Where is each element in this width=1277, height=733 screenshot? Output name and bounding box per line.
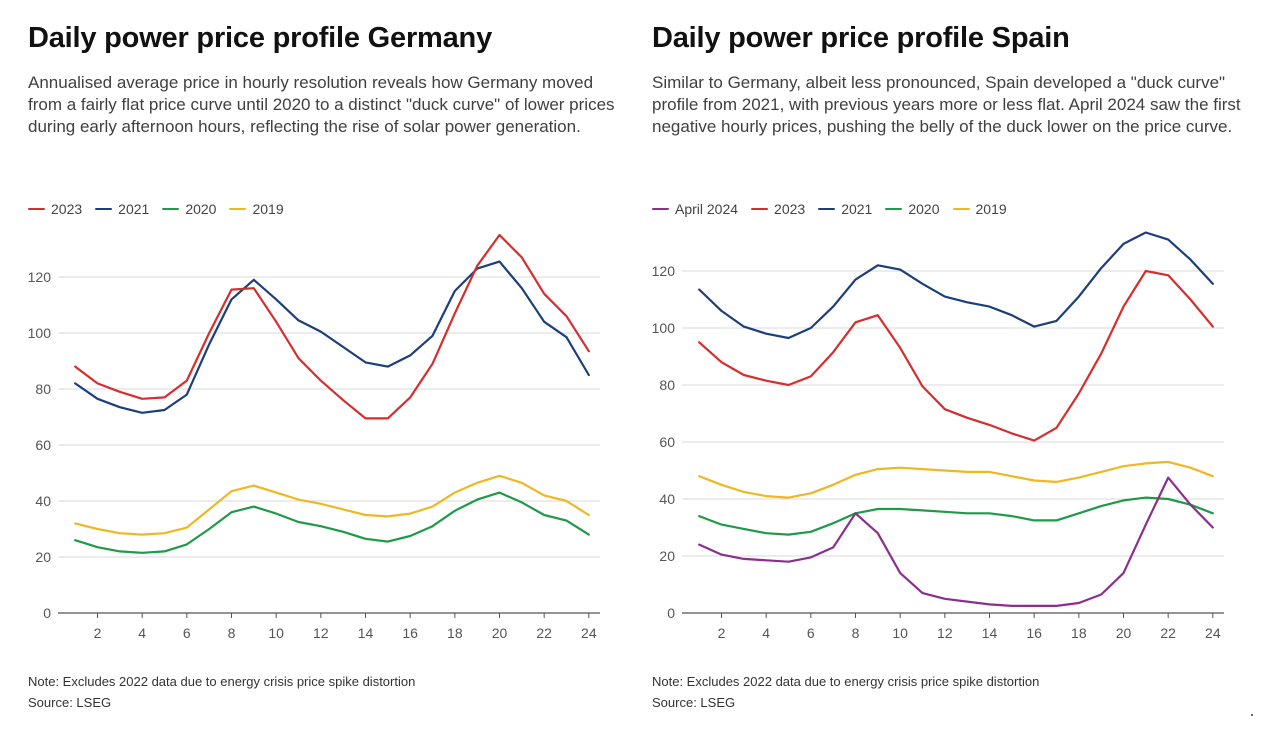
y-tick-label: 20 [35,549,51,565]
y-tick-label: 40 [35,493,51,509]
y-tick-label: 100 [652,320,676,336]
x-tick-label: 10 [268,625,284,641]
legend-swatch [229,207,247,211]
legend-item: 2019 [952,201,1007,217]
legend-label: 2019 [975,201,1007,217]
y-tick-label: 60 [659,434,675,450]
x-tick-label: 18 [447,625,463,641]
legend-item: 2020 [885,201,940,217]
series-line-2021 [74,260,590,414]
legend-item: April 2024 [652,201,738,217]
y-tick-label: 0 [43,605,51,621]
chart-footnote: Note: Excludes 2022 data due to energy c… [28,671,415,713]
series-line-2021 [698,231,1214,340]
chart-title: Daily power price profile Germany [28,22,492,54]
footnote-source: Source: LSEG [652,695,736,710]
x-tick-label: 2 [94,625,102,641]
x-tick-label: 4 [138,625,146,641]
x-tick-label: 10 [892,625,908,641]
legend-label: 2023 [51,201,83,217]
y-tick-label: 80 [35,381,51,397]
x-tick-label: 8 [228,625,236,641]
x-tick-label: 18 [1071,625,1087,641]
chart-legend: April 2024 2023 2021 2020 2019 [652,201,1007,217]
legend-item: 2019 [229,201,284,217]
legend-label: 2023 [774,201,806,217]
series-line-2020 [698,496,1214,536]
x-tick-label: 20 [492,625,508,641]
legend-label: April 2024 [675,201,739,217]
footnote-note: Note: Excludes 2022 data due to energy c… [652,674,1040,689]
corner-mark [1251,714,1253,716]
legend-label: 2021 [118,201,150,217]
legend-label: 2019 [252,201,284,217]
series-line-2023 [698,269,1214,442]
x-tick-label: 16 [1026,625,1042,641]
legend-swatch [95,207,113,211]
series-line-2023 [74,233,590,420]
x-tick-label: 6 [807,625,815,641]
x-tick-label: 16 [402,625,418,641]
legend-item: 2023 [28,201,82,217]
y-tick-label: 0 [667,605,675,621]
germany-panel: Daily power price profile Germany Annual… [28,0,648,733]
spain-panel: Daily power price profile Spain Similar … [652,0,1272,733]
legend-item: 2020 [162,201,216,217]
x-tick-label: 14 [982,625,998,641]
series-line-2020 [74,491,590,554]
x-tick-label: 24 [1205,625,1221,641]
x-tick-label: 12 [937,625,953,641]
footnote-source: Source: LSEG [28,695,112,710]
y-tick-label: 60 [35,437,51,453]
y-tick-label: 120 [28,269,52,285]
chart-title: Daily power price profile Spain [652,22,1070,54]
series-line-2019 [698,460,1214,499]
legend-swatch [652,207,669,211]
series-line-april-2024 [698,476,1214,607]
legend-label: 2020 [185,201,217,217]
legend-label: 2020 [908,201,940,217]
legend-swatch [885,207,903,211]
legend-swatch [818,207,836,211]
y-tick-label: 100 [28,325,52,341]
legend-swatch [952,207,970,211]
y-tick-label: 120 [652,263,676,279]
y-tick-label: 20 [659,548,675,564]
legend-label: 2021 [841,201,873,217]
chart-footnote: Note: Excludes 2022 data due to energy c… [652,671,1039,713]
legend-item: 2021 [95,201,149,217]
y-tick-label: 40 [659,491,675,507]
x-tick-label: 22 [536,625,552,641]
footnote-note: Note: Excludes 2022 data due to energy c… [28,674,416,689]
x-tick-label: 4 [762,625,770,641]
x-tick-label: 24 [581,625,597,641]
x-tick-label: 22 [1160,625,1176,641]
y-tick-label: 80 [659,377,675,393]
chart-legend: 2023 2021 2020 2019 [28,201,284,217]
x-tick-label: 14 [358,625,374,641]
x-tick-label: 6 [183,625,191,641]
legend-item: 2023 [751,201,805,217]
chart-subtitle: Annualised average price in hourly resol… [28,73,615,136]
chart-subtitle: Similar to Germany, albeit less pronounc… [652,73,1241,136]
x-tick-label: 2 [718,625,726,641]
legend-swatch [162,207,180,211]
legend-swatch [751,207,769,211]
x-tick-label: 20 [1116,625,1132,641]
legend-item: 2021 [818,201,872,217]
x-tick-label: 12 [313,625,329,641]
legend-swatch [28,207,45,211]
x-tick-label: 8 [852,625,860,641]
series-line-2019 [74,474,590,536]
